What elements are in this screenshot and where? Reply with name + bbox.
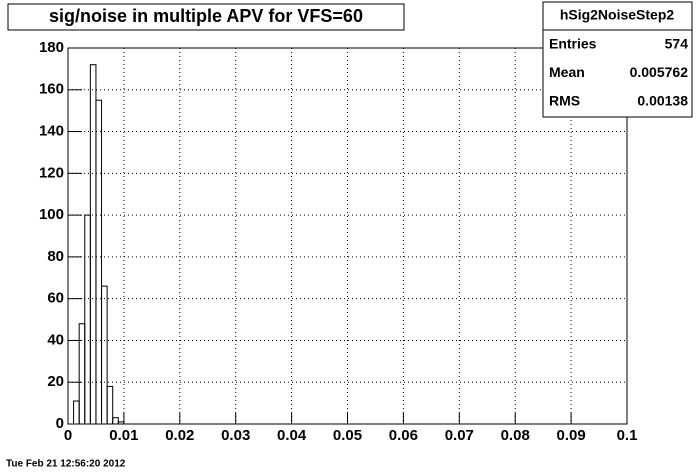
x-tick-label: 0 xyxy=(64,427,72,444)
x-tick-label: 0.06 xyxy=(389,427,418,444)
y-tick-label: 80 xyxy=(47,248,64,265)
histogram xyxy=(73,64,125,425)
y-tick-label: 0 xyxy=(56,415,64,432)
axes: 0 20 40 60 80 100 120 140 160 180 0 0.01 0.02 0.03 0.0… xyxy=(39,39,637,444)
y-tick-label: 60 xyxy=(47,290,64,307)
stats-label: Entries xyxy=(549,36,597,52)
y-tick-label: 120 xyxy=(39,164,64,181)
x-tick-label: 0.1 xyxy=(617,427,638,444)
stats-value: 0.005762 xyxy=(630,64,689,80)
x-tick-label: 0.02 xyxy=(165,427,194,444)
title-box xyxy=(7,3,405,31)
grid xyxy=(67,47,628,425)
stats-value: 574 xyxy=(665,36,689,52)
y-tick-label: 40 xyxy=(47,331,64,348)
stats-label: RMS xyxy=(549,93,580,109)
y-tick-label: 140 xyxy=(39,123,64,140)
x-tick-label: 0.04 xyxy=(277,427,307,444)
stats-frame xyxy=(542,1,693,118)
stats-label: Mean xyxy=(549,64,585,80)
stats-name: hSig2NoiseStep2 xyxy=(560,7,675,23)
y-tick-label: 160 xyxy=(39,81,64,98)
stats-box: hSig2NoiseStep2 Entries 574 Mean 0.005762 RM… xyxy=(542,1,693,118)
x-tick-label: 0.08 xyxy=(501,427,530,444)
y-tick-label: 180 xyxy=(39,39,64,56)
x-tick-label: 0.01 xyxy=(109,427,138,444)
bar xyxy=(101,285,108,425)
bar xyxy=(106,385,114,425)
x-tick-label: 0.03 xyxy=(221,427,250,444)
bar xyxy=(112,417,119,425)
footer-date: Tue Feb 21 12:56:20 2012 xyxy=(6,459,126,470)
x-tick-label: 0.07 xyxy=(445,427,474,444)
x-tick-label: 0.05 xyxy=(333,427,362,444)
bar xyxy=(95,99,103,425)
stats-value: 0.00138 xyxy=(637,93,688,109)
y-tick-label: 20 xyxy=(47,373,64,390)
x-tick-label: 0.09 xyxy=(556,427,585,444)
chart-title: sig/noise in multiple APV for VFS=60 xyxy=(49,6,363,26)
y-tick-label: 100 xyxy=(39,206,64,223)
